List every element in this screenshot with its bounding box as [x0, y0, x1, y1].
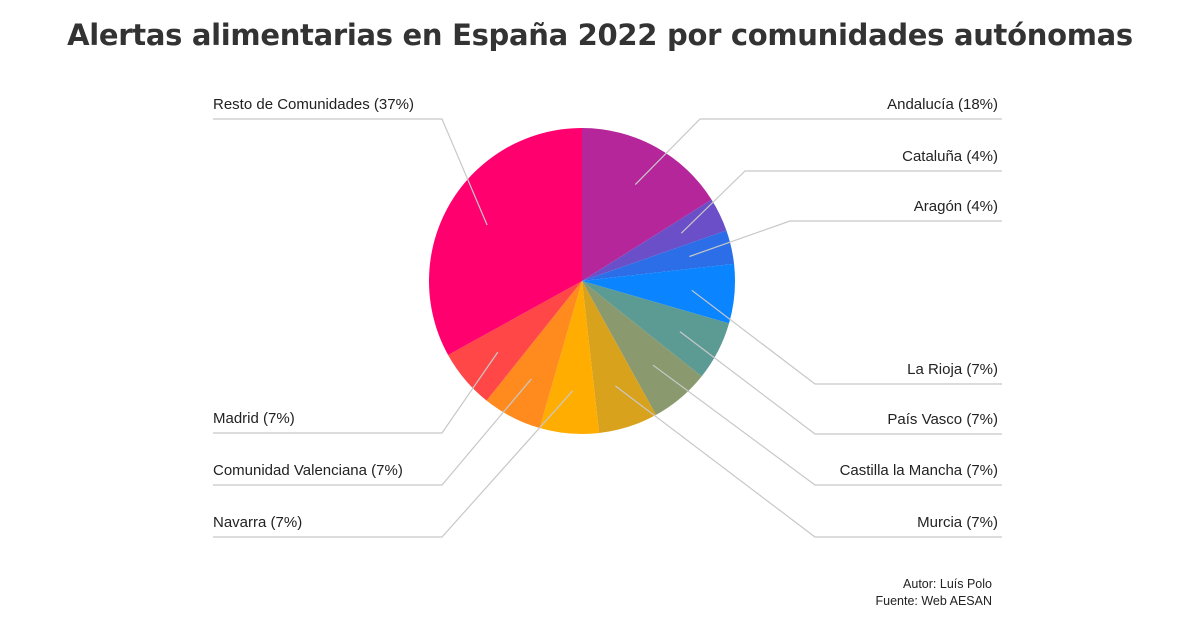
leader-line [679, 331, 1002, 435]
slice-label: Aragón (4%) [914, 198, 998, 215]
slice-label: Navarra (7%) [213, 514, 302, 531]
slice-label: La Rioja (7%) [907, 361, 998, 378]
slice-label: País Vasco (7%) [887, 411, 998, 428]
chart-title: Alertas alimentarias en España 2022 por … [67, 18, 1133, 52]
slice-label: Murcia (7%) [917, 514, 998, 531]
pie-slice [582, 199, 727, 281]
leader-line [615, 385, 1002, 538]
leader-line [213, 118, 488, 226]
leader-line [652, 364, 1002, 486]
pie-slice [582, 128, 712, 281]
slice-label: Comunidad Valenciana (7%) [213, 462, 403, 479]
credits: Autor: Luís Polo Fuente: Web AESAN [876, 576, 993, 610]
slice-label: Resto de Comunidades (37%) [213, 96, 414, 113]
source-credit: Fuente: Web AESAN [875, 594, 993, 608]
pie-slice [539, 281, 600, 435]
pie-slice [486, 281, 582, 429]
leader-line [213, 378, 532, 486]
leader-line [634, 118, 1002, 186]
leader-line [213, 351, 499, 434]
slice-label: Castilla la Mancha (7%) [840, 462, 998, 479]
pie-slice [582, 281, 730, 377]
leader-line [689, 220, 1002, 258]
pie-slice [582, 263, 736, 324]
author-credit: Autor: Luís Polo [903, 577, 992, 591]
pie-slice [582, 281, 702, 415]
pie-slice [428, 128, 582, 356]
pie-slice [582, 230, 735, 281]
pie-slice [582, 281, 657, 434]
slice-label: Madrid (7%) [213, 410, 295, 427]
slice-label: Cataluña (4%) [902, 148, 998, 165]
leader-line [213, 390, 574, 538]
leader-line [680, 170, 1002, 234]
leader-line [691, 289, 1002, 385]
pie-slice [448, 281, 582, 401]
slice-label: Andalucía (18%) [887, 96, 998, 113]
